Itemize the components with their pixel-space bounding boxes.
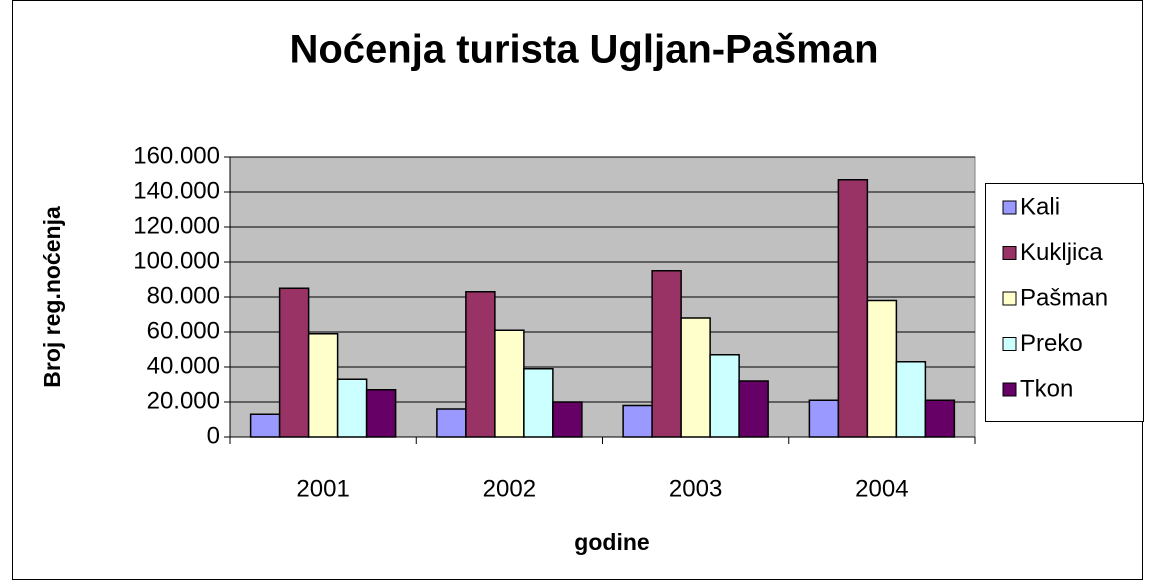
y-tick-label: 40.000: [147, 352, 220, 379]
legend-label: Kali: [1020, 193, 1060, 220]
bar: [709, 354, 740, 438]
legend-swatch: [1002, 246, 1017, 260]
bar: [465, 291, 496, 438]
bar: [494, 329, 525, 438]
y-tick-label: 60.000: [147, 317, 220, 344]
legend-swatch: [1002, 200, 1017, 215]
bar: [307, 333, 339, 438]
y-tick-label: 100.000: [133, 247, 220, 274]
y-tick-label: 20.000: [147, 387, 220, 414]
x-tick-label: 2003: [669, 475, 722, 502]
legend-label: Tkon: [1020, 375, 1073, 402]
x-tick-label: 2004: [855, 475, 908, 502]
y-axis-label: Broj reg.noćenja: [39, 206, 65, 388]
legend-box: [985, 183, 1144, 422]
y-tick-label: 120.000: [133, 212, 220, 239]
bar: [738, 380, 769, 438]
bar: [680, 317, 711, 438]
bar: [866, 299, 898, 438]
bar: [249, 413, 281, 438]
x-tick-label: 2001: [296, 475, 349, 502]
x-tick-label: 2002: [483, 475, 536, 502]
bar: [622, 404, 653, 438]
y-tick-label: 140.000: [133, 177, 220, 204]
x-axis-label: godine: [574, 529, 649, 555]
legend-swatch: [1002, 382, 1017, 397]
legend-label: Preko: [1020, 330, 1083, 357]
chart-title: Noćenja turista Ugljan-Pašman: [289, 28, 878, 72]
legend-label: Kukljica: [1020, 239, 1103, 266]
bar: [837, 179, 869, 438]
bar: [895, 361, 927, 438]
y-tick-label: 160.000: [133, 142, 220, 169]
bar: [552, 401, 583, 438]
legend-label: Pašman: [1020, 284, 1108, 311]
bar: [436, 408, 467, 438]
legend-swatch: [1002, 291, 1017, 306]
bar: [336, 378, 368, 438]
y-tick-label: 0: [207, 422, 220, 449]
bar: [651, 270, 682, 438]
bar: [365, 389, 397, 438]
legend-swatch: [1002, 337, 1017, 351]
bar: [808, 399, 840, 438]
y-tick-label: 80.000: [147, 282, 220, 309]
bar: [924, 399, 956, 438]
bar: [523, 368, 554, 438]
bar: [278, 287, 310, 438]
